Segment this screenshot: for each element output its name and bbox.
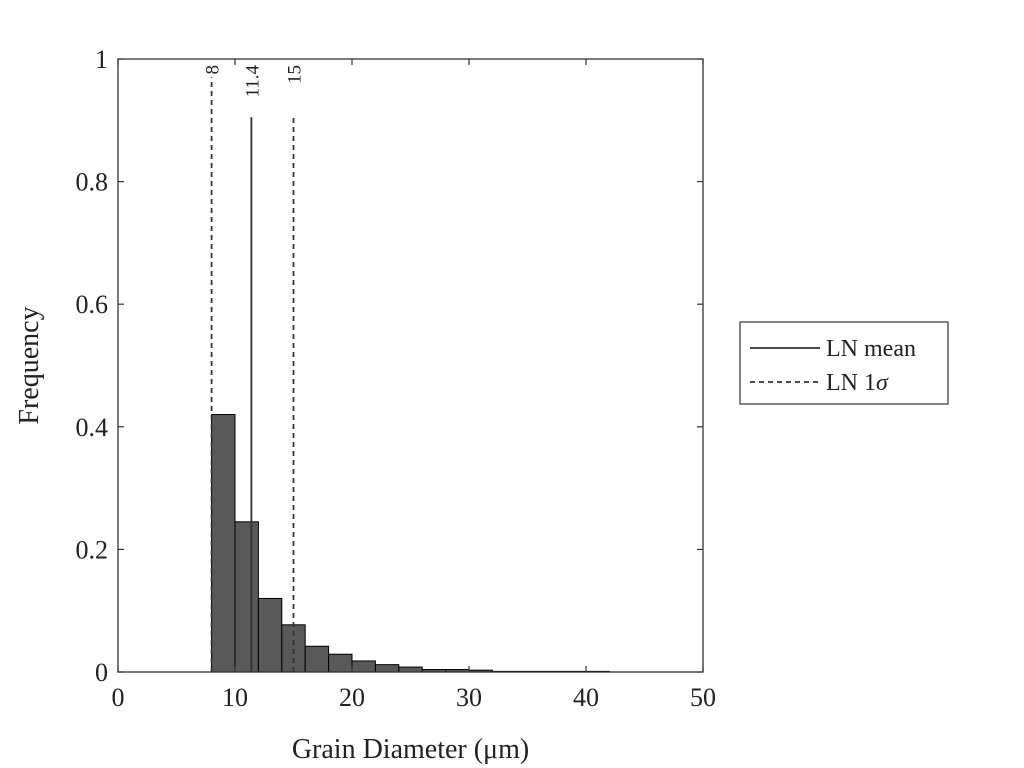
y-axis: 0 0.2 0.4 0.6 0.8 1 <box>76 45 703 687</box>
y-tick-label-5: 1 <box>95 45 108 74</box>
histogram-bar-5 <box>328 653 353 673</box>
histogram-bar-2 <box>257 597 283 673</box>
x-tick-label-4: 40 <box>573 683 599 712</box>
legend-label-mean: LN mean <box>826 336 916 362</box>
histogram-bar-6 <box>351 660 376 673</box>
x-tick-label-3: 30 <box>456 683 482 712</box>
plot-frame <box>117 58 704 673</box>
histogram-bar-7 <box>374 664 400 673</box>
reference-line-label-0: 8 <box>203 65 224 75</box>
reference-line-label-1: 11.4 <box>242 65 263 98</box>
reference-lines: 8 11.4 15 <box>203 65 306 672</box>
y-tick-label-3: 0.6 <box>76 290 109 319</box>
x-tick-label-5: 50 <box>690 683 716 712</box>
legend-label-sigma: LN 1σ <box>826 370 889 396</box>
histogram-bar-4 <box>304 645 330 673</box>
histogram-bar-1 <box>234 521 259 673</box>
legend: LN mean LN 1σ <box>739 321 949 405</box>
y-tick-label-1: 0.2 <box>76 535 109 564</box>
histogram-bar-8 <box>398 666 423 673</box>
legend-label-sigma-text: LN 1 <box>826 370 876 396</box>
y-tick-label-4: 0.8 <box>76 168 109 197</box>
x-axis-label: Grain Diameter (μm) <box>292 734 529 765</box>
y-tick-label-0: 0 <box>95 658 108 687</box>
sigma-symbol: σ <box>876 370 889 396</box>
x-tick-label-0: 0 <box>112 683 125 712</box>
y-axis-label: Frequency <box>14 306 45 424</box>
x-tick-label-2: 20 <box>339 683 365 712</box>
histogram-bar-0 <box>211 414 236 673</box>
y-tick-label-2: 0.4 <box>76 413 109 442</box>
x-axis: 0 10 20 30 40 50 <box>112 59 716 712</box>
histogram-bars <box>211 414 610 673</box>
reference-line-label-2: 15 <box>285 65 306 84</box>
legend-box <box>739 321 949 405</box>
x-tick-label-1: 10 <box>222 683 248 712</box>
